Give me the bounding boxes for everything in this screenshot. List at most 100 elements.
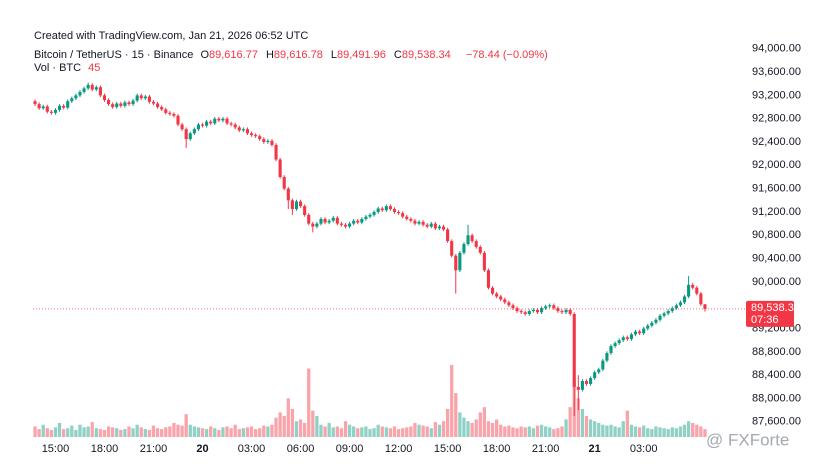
candle-body [392,209,397,212]
volume-bar [143,429,147,437]
ohlc-value: 89,616.77 [209,49,258,61]
y-tick-label: 92,400.00 [752,136,801,148]
volume-bar [78,424,82,437]
candle-body [544,306,548,309]
candle-body [102,95,107,101]
candle-body [687,284,691,297]
candle-body [37,104,41,109]
volume-bar [352,426,356,437]
candle-body [262,139,266,143]
candle-body [441,226,446,230]
volume-bar [94,428,98,437]
candle-body [568,309,572,314]
volume-bar [229,428,233,437]
candle-body [580,381,584,390]
x-tick-label: 21:00 [532,443,560,455]
candle-body [131,100,135,105]
volume-bar [617,427,621,437]
x-tick-label: 18:00 [91,443,119,455]
volume-bar [172,422,176,437]
volume-bar [621,421,625,437]
candle-body [209,121,213,124]
candle-body [356,220,360,223]
volume-bar [135,424,139,437]
volume-bar [413,422,417,437]
candle-body [462,244,466,253]
volume-bar [609,424,613,437]
volume-bar [703,429,707,437]
candle-body [372,211,376,215]
volume-bar [642,425,646,437]
candle-body [691,284,695,288]
candle-body [405,216,409,219]
candle-body [531,309,535,312]
ohlc-item: O89,616.77 [200,49,262,61]
volume-bar [588,419,593,437]
volume-bar [384,427,388,437]
candle-body [327,220,331,223]
candle-body [535,309,540,313]
volume-bar [674,428,679,437]
candle-body [490,287,495,294]
ohlc-value: 89,616.78 [273,49,323,61]
candle-body [86,84,90,89]
candle-body [254,135,258,137]
change: −78.44 (−0.09%) [465,49,548,61]
volume-bar [478,412,482,437]
volume-bar [486,421,491,437]
candle-body [650,322,654,326]
candle-body [654,319,658,323]
volume-bar [335,426,339,437]
volume-bar [151,425,156,437]
candle-body [111,104,115,108]
candle-body [409,218,413,221]
candle-body [168,112,172,115]
volume-bar [437,424,442,437]
candle-body [413,220,417,224]
candle-body [617,340,621,344]
candle-body [241,129,245,131]
ohlc-item: C89,538.34 [394,49,455,61]
volume-bar [86,426,90,437]
x-tick-label: 03:00 [630,443,658,455]
volume-bar [356,428,360,437]
candle-body [172,114,176,116]
candle-body [307,214,311,224]
candle-body [564,309,568,313]
volume-bar [593,421,597,437]
candle-body [454,255,458,271]
volume-bar [613,426,617,437]
candle-body [695,287,699,294]
volume-bar [139,427,143,437]
candle-body [499,296,503,300]
ohlc-value: 89,538.34 [401,49,451,61]
ohlc-item: L89,491.96 [331,49,390,61]
candle-body [658,315,662,320]
y-tick-label: 92,000.00 [752,159,801,171]
candle-body [274,144,278,160]
volume-bar [168,426,172,437]
candle-body [593,372,597,379]
candle-body [597,369,601,373]
candle-body [482,252,486,271]
candle-body [605,353,609,361]
last-price-label: 89,538.34 [751,302,800,314]
candle-body [609,346,613,354]
y-tick-label: 88,800.00 [752,346,801,358]
candle-body [217,118,221,121]
volume-bar [245,427,250,437]
candle-body [584,381,589,384]
volume-bar [380,426,384,437]
candle-body [249,133,254,136]
volume-bar [646,428,650,437]
x-tick-label: 18:00 [483,443,511,455]
candle-body [633,331,638,335]
volume-bar [131,428,135,437]
x-tick-label: 15:00 [42,443,70,455]
candle-body [495,293,499,297]
candle-body [90,84,94,90]
candle-body [548,305,552,307]
volume-bar [507,425,511,437]
volume-bar [433,422,437,437]
